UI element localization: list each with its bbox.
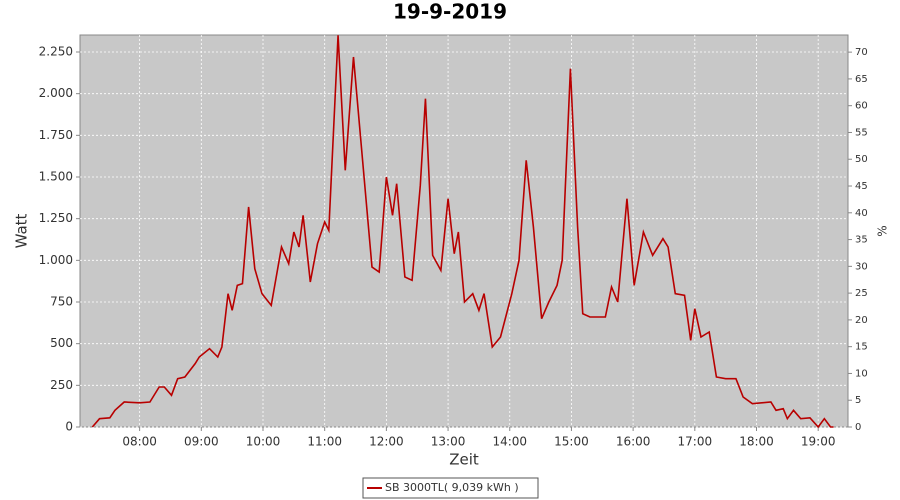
y2-axis-label: % [876,225,890,236]
y2-tick-label: 20 [855,315,868,326]
y-tick-label: 1.250 [39,211,73,225]
x-tick-label: 15:00 [554,435,589,449]
y2-tick-label: 45 [855,181,868,192]
y2-tick-label: 10 [855,368,868,379]
y2-tick-label: 30 [855,261,868,272]
x-tick-label: 19:00 [801,435,836,449]
y2-tick-label: 50 [855,154,868,165]
x-tick-label: 16:00 [616,435,651,449]
x-tick-label: 18:00 [739,435,774,449]
y-tick-label: 2.250 [39,45,73,59]
y2-tick-label: 55 [855,127,868,138]
x-tick-label: 10:00 [246,435,281,449]
y2-tick-label: 25 [855,288,868,299]
y-tick-label: 0 [65,420,73,434]
legend-box [362,477,539,499]
y-axis-label: Watt [13,213,31,248]
y2-tick-label: 0 [855,422,861,433]
y-tick-label: 500 [50,336,73,350]
x-tick-label: 11:00 [307,435,342,449]
y-tick-label: 250 [50,378,73,392]
y-tick-label: 2.000 [39,86,73,100]
y-tick-label: 1.750 [39,128,73,142]
y-tick-label: 1.500 [39,170,73,184]
y-tick-label: 750 [50,295,73,309]
y2-tick-label: 65 [855,74,868,85]
y-tick-label: 1.000 [39,253,73,267]
y2-tick-label: 70 [855,47,868,58]
chart-title: 19-9-2019 [393,0,507,24]
x-axis-label: Zeit [449,451,479,469]
legend-label: SB 3000TL( 9,039 kWh ) [385,481,519,494]
x-tick-label: 12:00 [369,435,404,449]
y2-tick-label: 35 [855,235,868,246]
y2-tick-label: 60 [855,101,868,112]
x-tick-label: 08:00 [122,435,157,449]
plot-area [79,34,849,428]
x-tick-label: 13:00 [431,435,466,449]
y2-tick-label: 15 [855,342,868,353]
y2-tick-label: 5 [855,395,861,406]
y2-tick-label: 40 [855,208,868,219]
data-line [91,35,834,429]
x-tick-label: 14:00 [492,435,527,449]
x-tick-label: 09:00 [184,435,219,449]
x-tick-label: 17:00 [678,435,713,449]
